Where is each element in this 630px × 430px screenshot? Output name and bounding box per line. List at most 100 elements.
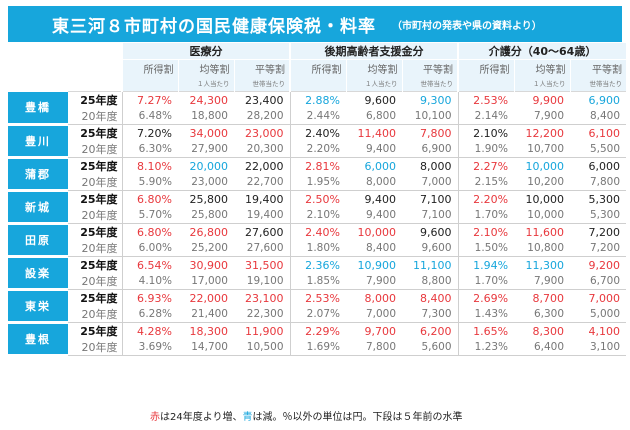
year-label-current: 25年度 bbox=[68, 124, 122, 141]
rate-cell-previous: 27,900 bbox=[178, 141, 234, 158]
rate-cell-previous: 7,900 bbox=[514, 273, 571, 290]
rate-cell-current: 5,300 bbox=[570, 190, 627, 207]
rate-cell-current: 7,800 bbox=[402, 124, 459, 141]
table-row-current: 蒲郡 25年度 8.10% 20,000 22,000 2.81% 6,000 8,000 2.… bbox=[8, 157, 627, 192]
table-row-current: 新城 25年度 6.80% 25,800 19,400 2.50% 9,400 7,100 2.… bbox=[8, 190, 627, 225]
city-label: 田原 bbox=[8, 223, 68, 258]
rate-cell-previous: 27,600 bbox=[234, 240, 291, 257]
rate-cell-current: 8,700 bbox=[514, 289, 571, 306]
rate-cell-current: 8,000 bbox=[402, 157, 459, 174]
rate-cell-previous: 2.20% bbox=[289, 141, 347, 158]
subcolumn-note: １人当たり bbox=[345, 75, 403, 92]
rate-cell-previous: 7,200 bbox=[570, 240, 627, 257]
rate-cell-previous: 1.43% bbox=[457, 306, 515, 323]
rate-cell-current: 2.69% bbox=[457, 289, 515, 306]
rate-cell-previous: 1.70% bbox=[457, 273, 515, 290]
rate-cell-current: 19,400 bbox=[234, 190, 291, 207]
rate-cell-previous: 9,400 bbox=[346, 207, 403, 224]
subcolumn-note bbox=[457, 75, 515, 92]
rate-cell-previous: 19,100 bbox=[234, 273, 291, 290]
subcolumn-header: 均等割 bbox=[177, 59, 234, 76]
rate-cell-previous: 21,400 bbox=[178, 306, 234, 323]
rate-cell-previous: 6,400 bbox=[514, 339, 571, 356]
rate-cell-current: 10,000 bbox=[514, 157, 571, 174]
rate-cell-previous: 9,400 bbox=[346, 141, 403, 158]
rate-cell-current: 34,000 bbox=[178, 124, 234, 141]
rate-cell-current: 11,300 bbox=[514, 256, 571, 273]
rate-cell-current: 22,000 bbox=[234, 157, 291, 174]
subcolumn-note: 世帯当たり bbox=[401, 75, 459, 92]
rate-cell-current: 2.10% bbox=[457, 124, 515, 141]
rate-cell-current: 6.93% bbox=[121, 289, 178, 306]
subcolumn-header: 所得割 bbox=[289, 59, 347, 76]
rate-cell-current: 12,200 bbox=[514, 124, 571, 141]
table-row-current: 設楽 25年度 6.54% 30,900 31,500 2.36% 10,900 11,100… bbox=[8, 256, 627, 291]
table-row-current: 豊根 25年度 4.28% 18,300 11,900 2.29% 9,700 6,200 1.… bbox=[8, 322, 627, 357]
footnote-red-word: 赤 bbox=[150, 412, 160, 423]
rate-cell-current: 27,600 bbox=[234, 223, 291, 240]
city-label: 設楽 bbox=[8, 256, 68, 291]
rate-cell-current: 9,600 bbox=[346, 91, 403, 108]
rate-cell-previous: 8,400 bbox=[346, 240, 403, 257]
rate-cell-previous: 1.69% bbox=[289, 339, 347, 356]
rate-cell-previous: 10,100 bbox=[402, 108, 459, 125]
rate-cell-previous: 1.23% bbox=[457, 339, 515, 356]
rate-cell-current: 24,300 bbox=[178, 91, 234, 108]
page-subtitle: （市町村の発表や県の資料より） bbox=[392, 20, 542, 32]
rate-cell-previous: 7,900 bbox=[346, 273, 403, 290]
table-row-previous: 20年度 6.28% 21,400 22,300 2.07% 7,000 7,300 1.43… bbox=[8, 306, 627, 323]
rate-cell-current: 2.20% bbox=[457, 190, 515, 207]
rate-cell-previous: 22,700 bbox=[234, 174, 291, 191]
rate-cell-previous: 6,300 bbox=[514, 306, 571, 323]
year-label-previous: 20年度 bbox=[68, 207, 122, 224]
rate-cell-current: 6,200 bbox=[402, 322, 459, 339]
year-label-previous: 20年度 bbox=[68, 306, 122, 323]
rate-cell-previous: 6.00% bbox=[121, 240, 178, 257]
rate-cell-current: 8,300 bbox=[514, 322, 571, 339]
rate-cell-previous: 5,300 bbox=[570, 207, 627, 224]
rate-cell-previous: 17,000 bbox=[178, 273, 234, 290]
rate-cell-current: 8.10% bbox=[121, 157, 178, 174]
city-label: 蒲郡 bbox=[8, 157, 68, 192]
rate-cell-current: 7,000 bbox=[570, 289, 627, 306]
subcolumn-header: 所得割 bbox=[121, 59, 178, 76]
rate-cell-current: 1.94% bbox=[457, 256, 515, 273]
rate-cell-previous: 8,400 bbox=[570, 108, 627, 125]
rate-cell-current: 6,900 bbox=[570, 91, 627, 108]
group-header-nursing-care: 介護分（40～64歳） bbox=[457, 43, 627, 60]
rate-cell-previous: 10,200 bbox=[514, 174, 571, 191]
table-header: 医療分 後期高齢者支援金分 介護分（40～64歳） 所得割 均等割 平等割 所得割 均等… bbox=[8, 43, 627, 92]
year-label-previous: 20年度 bbox=[68, 141, 122, 158]
city-label: 豊橋 bbox=[8, 91, 68, 126]
rate-cell-previous: 6.48% bbox=[121, 108, 178, 125]
rate-cell-previous: 18,800 bbox=[178, 108, 234, 125]
rate-cell-current: 8,400 bbox=[402, 289, 459, 306]
rate-cell-previous: 19,400 bbox=[234, 207, 291, 224]
table-row-current: 東栄 25年度 6.93% 22,000 23,100 2.53% 8,000 8,400 2.… bbox=[8, 289, 627, 324]
subcolumn-header: 所得割 bbox=[457, 59, 515, 76]
year-label-previous: 20年度 bbox=[68, 273, 122, 290]
subcolumn-header: 均等割 bbox=[345, 59, 403, 76]
rate-cell-previous: 6.30% bbox=[121, 141, 178, 158]
rate-cell-previous: 2.44% bbox=[289, 108, 347, 125]
title-banner: 東三河８市町村の国民健康保険税・料率 （市町村の発表や県の資料より） bbox=[8, 6, 622, 42]
rate-cell-current: 9,900 bbox=[514, 91, 571, 108]
rate-cell-current: 2.53% bbox=[289, 289, 347, 306]
year-label-current: 25年度 bbox=[68, 256, 122, 273]
rate-cell-current: 2.53% bbox=[457, 91, 515, 108]
table-body: 豊橋 25年度 7.27% 24,300 23,400 2.88% 9,600 9,300 2.… bbox=[8, 91, 627, 357]
rate-cell-current: 6.80% bbox=[121, 223, 178, 240]
header-blank bbox=[8, 59, 122, 76]
rate-cell-previous: 10,700 bbox=[514, 141, 571, 158]
rate-cell-previous: 1.50% bbox=[457, 240, 515, 257]
subcolumn-header: 平等割 bbox=[233, 59, 291, 76]
rate-cell-current: 7.27% bbox=[121, 91, 178, 108]
rate-cell-previous: 10,000 bbox=[514, 207, 571, 224]
rate-cell-current: 18,300 bbox=[178, 322, 234, 339]
year-label-current: 25年度 bbox=[68, 322, 122, 339]
rate-cell-previous: 1.90% bbox=[457, 141, 515, 158]
rate-cell-previous: 4.10% bbox=[121, 273, 178, 290]
rate-cell-previous: 1.80% bbox=[289, 240, 347, 257]
subcolumn-note: 世帯当たり bbox=[569, 75, 627, 92]
city-label: 新城 bbox=[8, 190, 68, 225]
